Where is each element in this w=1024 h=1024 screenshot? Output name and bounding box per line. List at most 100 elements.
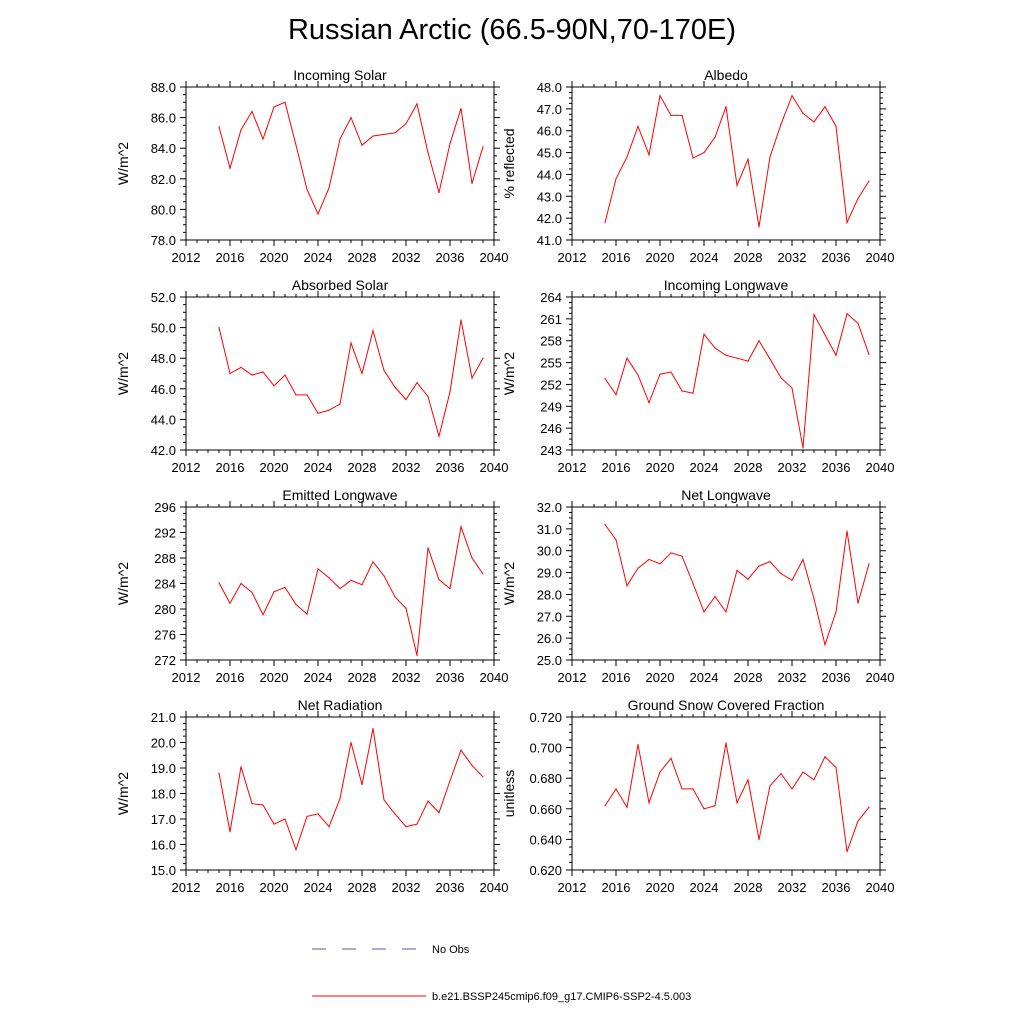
- data-point: [229, 831, 231, 833]
- data-point: [637, 743, 639, 746]
- x-tick-label: 2016: [602, 460, 631, 475]
- y-tick-label: 18.0: [151, 787, 176, 802]
- x-tick-label: 2016: [216, 880, 245, 895]
- data-point: [229, 167, 231, 169]
- y-tick-label: 48.0: [151, 351, 176, 366]
- y-tick-label: 80.0: [151, 202, 176, 217]
- data-point: [306, 613, 308, 615]
- data-point: [471, 557, 473, 559]
- data-point: [791, 788, 793, 790]
- data-point: [471, 182, 473, 184]
- data-point: [769, 156, 771, 158]
- y-tick-label: 261: [540, 312, 562, 327]
- data-point: [868, 180, 870, 182]
- y-tick-label: 284: [154, 577, 176, 592]
- data-point: [824, 644, 826, 646]
- data-point: [670, 552, 672, 554]
- data-point: [449, 143, 451, 145]
- data-point: [306, 188, 308, 191]
- x-tick-label: 2040: [866, 670, 895, 685]
- data-point: [284, 374, 286, 376]
- data-point: [615, 788, 617, 790]
- series-line: [604, 524, 870, 647]
- y-tick-label: 25.0: [537, 653, 562, 668]
- x-tick-label: 2032: [778, 670, 807, 685]
- x-tick-label: 2016: [216, 670, 245, 685]
- data-point: [405, 123, 407, 125]
- x-tick-label: 2028: [348, 460, 377, 475]
- data-point: [416, 823, 418, 825]
- data-point: [868, 806, 870, 808]
- series-line: [604, 312, 870, 448]
- x-tick-label: 2012: [172, 880, 201, 895]
- y-tick-label: 46.0: [151, 382, 176, 397]
- data-point: [339, 403, 341, 405]
- y-tick-label: 0.700: [529, 741, 562, 756]
- data-point: [350, 342, 352, 344]
- y-tick-label: 16.0: [151, 838, 176, 853]
- data-point: [372, 727, 374, 730]
- data-point: [626, 156, 628, 158]
- data-point: [846, 221, 848, 224]
- data-point: [229, 372, 231, 375]
- data-point: [317, 568, 319, 570]
- data-point: [692, 392, 694, 394]
- plot-frame: [185, 296, 495, 451]
- y-axis-label: W/m^2: [115, 142, 131, 185]
- data-point: [835, 125, 837, 127]
- data-point: [229, 602, 231, 604]
- plot-frame: [185, 506, 495, 661]
- data-point: [416, 382, 418, 384]
- x-tick-label: 2012: [172, 460, 201, 475]
- data-point: [394, 596, 396, 598]
- data-point: [824, 334, 826, 336]
- panel-title: Ground Snow Covered Fraction: [628, 697, 825, 713]
- data-point: [846, 851, 848, 853]
- data-point: [361, 584, 363, 586]
- data-point: [703, 808, 705, 810]
- data-point: [857, 322, 859, 324]
- y-tick-label: 44.0: [537, 167, 562, 182]
- data-point: [659, 373, 661, 375]
- legend: No Obs b.e21.BSSP245cmip6.f09_g17.CMIP6-S…: [312, 944, 691, 1003]
- data-point: [405, 607, 407, 609]
- data-point: [615, 394, 617, 396]
- y-tick-label: 255: [540, 356, 562, 371]
- x-tick-label: 2036: [436, 250, 465, 265]
- data-point: [339, 588, 341, 590]
- data-point: [813, 779, 815, 781]
- data-point: [780, 573, 782, 575]
- data-point: [648, 154, 650, 156]
- data-point: [405, 826, 407, 828]
- data-point: [835, 354, 837, 356]
- x-tick-label: 2024: [690, 670, 719, 685]
- data-point: [383, 369, 385, 372]
- y-tick-label: 0.680: [529, 771, 562, 786]
- x-tick-label: 2040: [480, 880, 509, 895]
- data-point: [262, 138, 264, 140]
- data-point: [714, 805, 716, 807]
- data-point: [670, 114, 672, 117]
- data-point: [802, 558, 804, 561]
- panel-title: Net Longwave: [681, 487, 771, 503]
- data-point: [692, 788, 694, 790]
- panel-5: Emitted Longwave W/m^2 2012 2016 2020 2024 202…: [115, 487, 508, 685]
- x-tick-label: 2024: [690, 250, 719, 265]
- data-point: [317, 813, 319, 815]
- data-point: [769, 358, 771, 360]
- data-point: [725, 611, 727, 613]
- y-axis-label: W/m^2: [501, 562, 517, 605]
- data-point: [460, 319, 462, 321]
- y-tick-label: 42.0: [151, 443, 176, 458]
- data-point: [438, 579, 440, 581]
- plot-frame: [185, 716, 495, 871]
- x-tick-label: 2016: [216, 460, 245, 475]
- y-tick-label: 296: [154, 500, 176, 515]
- data-point: [394, 386, 396, 388]
- data-point: [747, 578, 749, 580]
- series-line: [218, 319, 484, 439]
- x-tick-label: 2020: [260, 460, 289, 475]
- x-tick-label: 2032: [392, 670, 421, 685]
- data-point: [703, 611, 705, 613]
